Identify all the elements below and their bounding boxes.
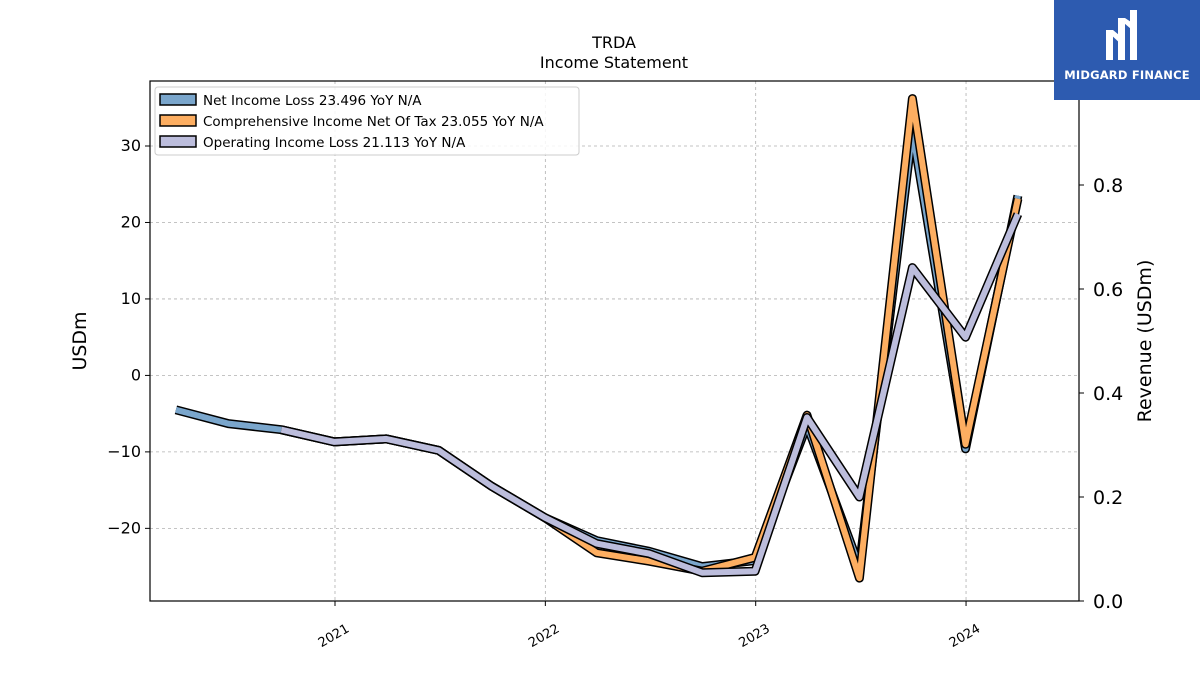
- series-line-2: [280, 212, 1021, 576]
- legend-entry: Comprehensive Income Net Of Tax 23.055 Y…: [203, 114, 544, 130]
- logo-text: MIDGARD FINANCE: [1064, 68, 1190, 82]
- y2-axis-label: Revenue (USDm): [1134, 260, 1156, 423]
- series-outline-2: [280, 212, 1023, 578]
- x-tick-label: 2023: [737, 621, 773, 651]
- midgard-logo-icon: [1106, 10, 1137, 60]
- y-axis-label: USDm: [69, 311, 91, 370]
- plot-frame: [149, 80, 1080, 602]
- y2-tick-label: 0.4: [1093, 383, 1123, 405]
- legend-entry: Operating Income Loss 21.113 YoY N/A: [203, 135, 466, 151]
- axes-layer: 30 20 10 0 −10 −20 0.8 0.6 0.4 0.2 0.0 2021 2022 2023…: [107, 136, 1123, 651]
- legend-swatch: [159, 93, 197, 106]
- y-tick-label: −10: [107, 442, 141, 461]
- y2-tick-label: 0.2: [1093, 487, 1123, 509]
- chart-title: TRDA: [591, 33, 636, 52]
- legend: Net Income Loss 23.496 YoY N/A Comprehens…: [154, 86, 580, 156]
- x-tick-label: 2022: [526, 621, 562, 651]
- legend-swatch: [159, 114, 197, 127]
- x-tick-label: 2024: [947, 621, 983, 651]
- brand-logo: MIDGARD FINANCE: [1054, 0, 1200, 100]
- y-tick-label: 20: [121, 212, 141, 231]
- legend-entry: Net Income Loss 23.496 YoY N/A: [203, 93, 422, 109]
- y-tick-label: −20: [107, 518, 141, 537]
- series-line-1: [280, 95, 1021, 582]
- grid-lines: [150, 81, 1079, 601]
- y-tick-label: 10: [121, 289, 141, 308]
- y2-tick-label: 0.0: [1093, 591, 1123, 613]
- x-tick-label: 2021: [316, 621, 352, 651]
- y-tick-label: 30: [121, 136, 141, 155]
- series-layer: [174, 94, 1023, 583]
- legend-swatch: [159, 135, 197, 148]
- y2-tick-label: 0.6: [1093, 279, 1123, 301]
- chart-subtitle: Income Statement: [540, 53, 688, 72]
- y2-tick-label: 0.8: [1093, 175, 1123, 197]
- y-tick-label: 0: [131, 365, 141, 384]
- legend-box: [154, 86, 580, 156]
